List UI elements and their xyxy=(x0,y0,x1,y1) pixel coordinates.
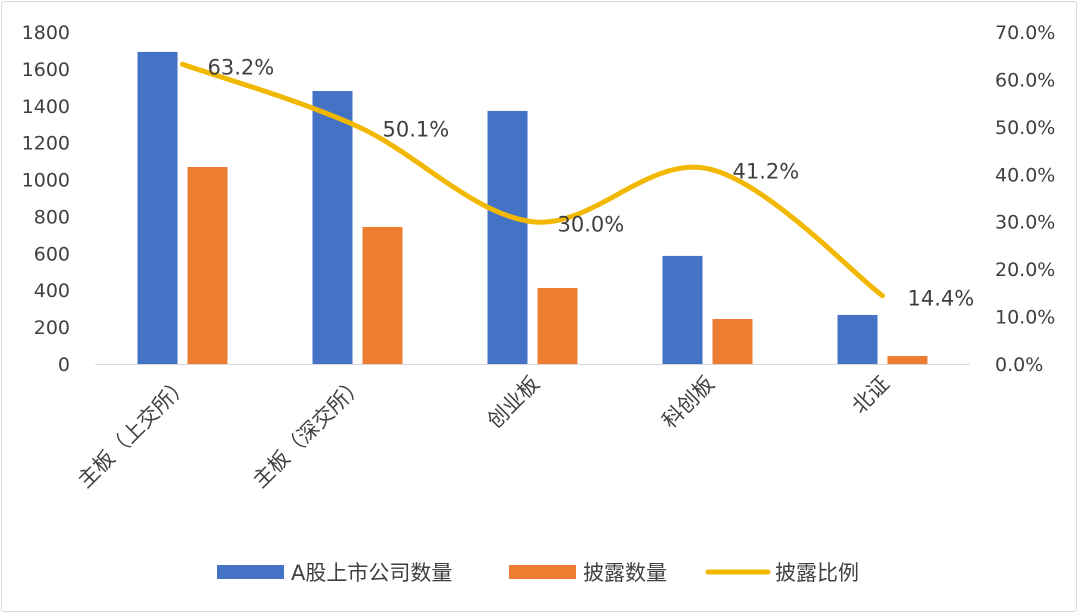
right-axis-tick-label: 30.0% xyxy=(995,212,1055,234)
ratio-data-label: 41.2% xyxy=(733,160,800,184)
left-axis-tick-label: 1200 xyxy=(22,133,70,155)
bar-listed-companies xyxy=(312,91,353,365)
bar-listed-companies xyxy=(662,255,703,364)
category-label: 创业板 xyxy=(483,372,545,434)
right-axis-tick-label: 50.0% xyxy=(995,117,1055,139)
left-axis-tick-label: 1600 xyxy=(22,59,70,81)
legend-label: A股上市公司数量 xyxy=(291,561,452,585)
disclosure-ratio-line xyxy=(180,61,885,299)
right-axis-tick-label: 20.0% xyxy=(995,259,1055,281)
left-axis-tick-label: 1000 xyxy=(22,170,70,192)
category-label: 主板（上交所） xyxy=(73,372,194,493)
left-axis-tick-label: 800 xyxy=(34,206,70,228)
left-axis-tick-label: 1800 xyxy=(22,22,70,44)
right-axis-tick-label: 0.0% xyxy=(995,354,1043,376)
bar-listed-companies xyxy=(837,314,878,364)
bar-disclosed-count xyxy=(712,318,753,364)
legend-swatch xyxy=(217,565,284,579)
right-axis-tick-label: 60.0% xyxy=(995,69,1055,91)
right-axis-tick-label: 40.0% xyxy=(995,164,1055,186)
ratio-data-label: 14.4% xyxy=(908,287,975,311)
bar-disclosed-count xyxy=(537,288,578,364)
left-axis-tick-label: 600 xyxy=(34,243,70,265)
legend-label: 披露比例 xyxy=(775,561,859,585)
category-label: 北证 xyxy=(847,372,894,419)
left-axis-tick-label: 200 xyxy=(34,317,70,339)
legend-swatch xyxy=(509,565,576,579)
bar-listed-companies xyxy=(137,51,178,365)
left-axis-tick-label: 1400 xyxy=(22,96,70,118)
ratio-data-label: 30.0% xyxy=(558,213,625,237)
ratio-data-label: 63.2% xyxy=(208,55,275,79)
bar-listed-companies xyxy=(487,110,528,364)
bar-disclosed-count xyxy=(887,356,928,364)
ratio-data-label: 50.1% xyxy=(383,117,450,141)
left-axis-tick-label: 0 xyxy=(58,354,70,376)
right-axis-tick-label: 70.0% xyxy=(995,22,1055,44)
left-axis-tick-label: 400 xyxy=(34,280,70,302)
category-label: 主板（深交所） xyxy=(248,372,369,493)
bar-disclosed-count xyxy=(187,167,228,364)
right-axis-tick-label: 10.0% xyxy=(995,307,1055,329)
category-label: 科创板 xyxy=(658,372,720,434)
bar-disclosed-count xyxy=(362,226,403,364)
legend-label: 披露数量 xyxy=(583,561,667,585)
